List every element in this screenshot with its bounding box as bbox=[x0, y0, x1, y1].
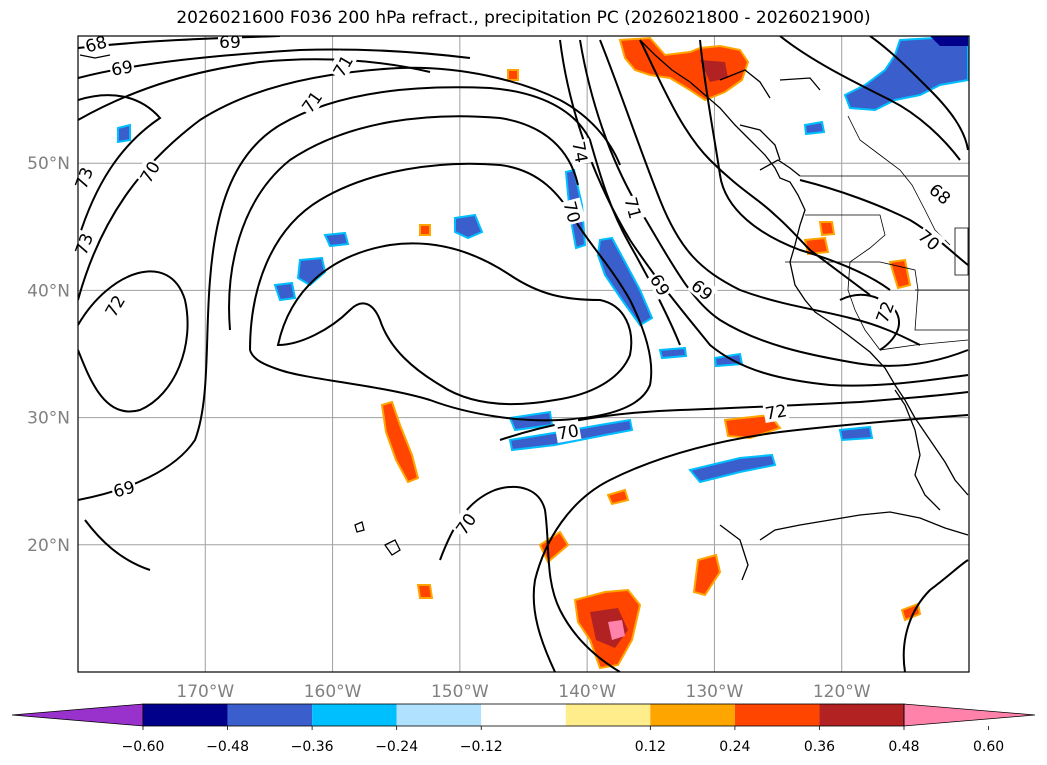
lat-tick-label: 20°N bbox=[27, 536, 70, 556]
colorbar-label: −0.36 bbox=[291, 739, 334, 755]
colorbar-label: 0.48 bbox=[888, 739, 919, 755]
precip-blob-negative bbox=[658, 346, 688, 360]
map-area bbox=[78, 36, 969, 672]
colorbar-label: 0.36 bbox=[804, 739, 835, 755]
precip-blob-negative bbox=[688, 453, 777, 484]
colorbar-label: −0.48 bbox=[206, 739, 249, 755]
lat-tick-label: 30°N bbox=[27, 409, 70, 429]
precip-blob-positive bbox=[700, 60, 728, 82]
colorbar-segment bbox=[819, 704, 904, 726]
contour-label-bg bbox=[554, 419, 582, 443]
contour-label-bg bbox=[687, 273, 719, 305]
colorbar-label: 0.24 bbox=[719, 739, 750, 755]
lon-tick-label: 120°W bbox=[813, 682, 871, 702]
precip-blob-negative bbox=[454, 213, 484, 240]
precip-blob-negative bbox=[930, 36, 968, 46]
precip-blob-negative bbox=[596, 236, 654, 327]
precip-blob-positive bbox=[606, 488, 630, 506]
lon-tick-label: 140°W bbox=[558, 682, 616, 702]
precipitation-areas bbox=[117, 36, 969, 670]
contour-label-bg bbox=[569, 138, 593, 166]
colorbar-segment bbox=[734, 704, 820, 726]
precip-blob-negative bbox=[117, 123, 131, 144]
colorbar-segment bbox=[143, 704, 228, 726]
contour-label-bg bbox=[646, 269, 676, 300]
colorbar-frame bbox=[142, 703, 905, 727]
map-frame bbox=[77, 35, 970, 673]
lon-tick-label: 160°W bbox=[304, 682, 362, 702]
contour-label: 69 bbox=[110, 57, 135, 80]
contour-label-bg bbox=[296, 85, 327, 117]
colorbar-label: 0.12 bbox=[635, 739, 666, 755]
precip-blob-positive bbox=[380, 400, 420, 484]
colorbar-extend-max bbox=[903, 703, 1036, 727]
precip-blob-positive bbox=[507, 69, 519, 81]
precip-blob-positive bbox=[618, 36, 750, 102]
lon-tick-label: 130°W bbox=[686, 682, 744, 702]
precip-blob-negative bbox=[803, 120, 826, 136]
contour-label-bg bbox=[450, 507, 481, 539]
lat-tick-label: 50°N bbox=[27, 154, 70, 174]
contour-label-bg bbox=[870, 296, 898, 327]
colorbar-segment bbox=[312, 704, 397, 726]
colorbar-segment bbox=[227, 704, 313, 726]
precip-blob-negative bbox=[296, 256, 327, 287]
contour-label: 69 bbox=[219, 33, 241, 53]
contour-label: 70 bbox=[556, 421, 581, 444]
precip-blob-negative bbox=[323, 231, 350, 248]
contour-label-bg bbox=[762, 399, 790, 423]
contour-label-bg bbox=[925, 177, 957, 209]
precip-blob-positive bbox=[818, 221, 836, 237]
colorbar-label: −0.60 bbox=[122, 739, 165, 755]
contour-label-bg bbox=[69, 228, 97, 259]
colorbar-label: −0.12 bbox=[460, 739, 503, 755]
refractivity-contours bbox=[78, 36, 969, 672]
precip-blob-negative bbox=[838, 425, 874, 442]
colorbar-label: −0.24 bbox=[375, 739, 418, 755]
colorbar-segment bbox=[481, 704, 566, 726]
lon-tick-label: 170°W bbox=[176, 682, 234, 702]
colorbar-label: 0.60 bbox=[973, 739, 1004, 755]
precip-blob-positive bbox=[888, 258, 912, 290]
latitude-labels: 50°N 40°N 30°N 20°N bbox=[27, 154, 70, 556]
contour-label: 74 bbox=[567, 140, 590, 165]
contour-label-bg bbox=[69, 162, 97, 193]
map-title: 2026021600 F036 200 hPa refract., precip… bbox=[176, 8, 871, 28]
contour-label-bg bbox=[327, 50, 357, 81]
precip-blob-negative bbox=[843, 36, 969, 112]
longitude-labels: 170°W 160°W 150°W 140°W 130°W 120°W bbox=[176, 682, 870, 702]
colorbar-segment bbox=[650, 704, 735, 726]
political-borders bbox=[785, 115, 969, 351]
precip-blob-negative bbox=[273, 281, 297, 302]
contour-label: 72 bbox=[764, 401, 789, 424]
contour-label-bg bbox=[81, 30, 110, 56]
coastlines bbox=[79, 39, 969, 581]
lat-tick-label: 40°N bbox=[27, 281, 70, 301]
contour-label-bg bbox=[109, 475, 138, 501]
colorbar-extend-min bbox=[11, 703, 144, 727]
colorbar: −0.60 −0.48 −0.36 −0.24 −0.12 0.12 0.24 0.36 0.4… bbox=[11, 703, 1036, 755]
contour-label-bg bbox=[914, 223, 946, 255]
precip-blob-positive bbox=[416, 584, 434, 599]
colorbar-segment bbox=[396, 704, 482, 726]
colorbar-segment bbox=[565, 704, 651, 726]
contour-label-bg bbox=[621, 193, 647, 222]
contour-label-bg bbox=[99, 290, 129, 321]
precip-blob-positive bbox=[692, 553, 722, 597]
precip-blob-positive bbox=[419, 224, 431, 236]
contour-label-bg bbox=[134, 156, 164, 187]
precip-blob-positive bbox=[608, 620, 625, 640]
contour-label-bg bbox=[108, 55, 136, 79]
lon-tick-label: 150°W bbox=[431, 682, 489, 702]
contour-label-bg bbox=[560, 197, 586, 226]
